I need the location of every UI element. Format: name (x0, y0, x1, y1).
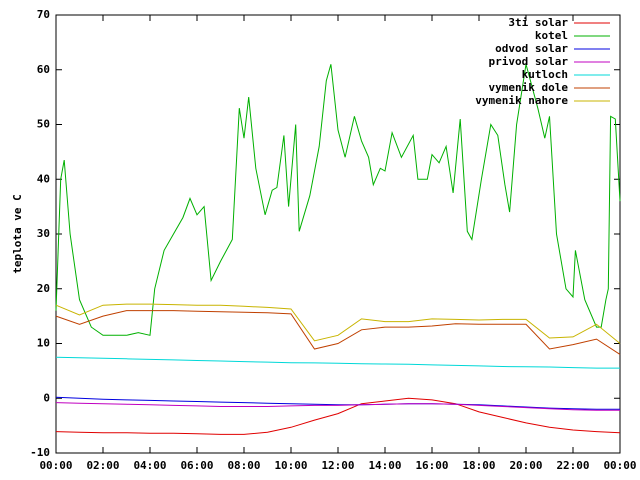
x-tick-label: 06:00 (180, 459, 213, 472)
y-axis-label: teplota ve C (11, 194, 24, 273)
y-tick-label: 10 (37, 337, 50, 350)
x-tick-label: 04:00 (133, 459, 166, 472)
y-tick-label: 50 (37, 118, 50, 131)
y-tick-label: 40 (37, 172, 50, 185)
y-tick-label: 70 (37, 8, 50, 21)
y-tick-label: -10 (30, 446, 50, 459)
series-line (55, 396, 620, 410)
legend-label: 3ti solar (508, 16, 568, 29)
y-tick-label: 20 (37, 282, 50, 295)
x-tick-label: 10:00 (274, 459, 307, 472)
y-tick-label: 30 (37, 227, 50, 240)
x-tick-label: 14:00 (368, 459, 401, 472)
series-line (55, 303, 621, 344)
x-tick-label: 00:00 (39, 459, 72, 472)
legend-label: kutloch (522, 68, 568, 81)
series-line (55, 64, 621, 336)
legend-label: vymenik nahore (475, 94, 568, 107)
legend-label: odvod solar (495, 42, 568, 55)
x-tick-label: 02:00 (86, 459, 119, 472)
x-tick-label: 00:00 (603, 459, 636, 472)
x-tick-label: 16:00 (415, 459, 448, 472)
y-tick-label: 0 (43, 391, 50, 404)
series-line (55, 402, 620, 411)
x-tick-label: 12:00 (321, 459, 354, 472)
x-tick-label: 20:00 (509, 459, 542, 472)
legend-label: vymenik dole (489, 81, 569, 94)
series-line (55, 310, 621, 355)
series-line (55, 397, 621, 435)
x-tick-label: 22:00 (556, 459, 589, 472)
x-tick-label: 08:00 (227, 459, 260, 472)
series-line (55, 356, 620, 369)
legend-label: privod solar (489, 55, 569, 68)
legend-label: kotel (535, 29, 568, 42)
y-tick-label: 60 (37, 63, 50, 76)
x-tick-label: 18:00 (462, 459, 495, 472)
